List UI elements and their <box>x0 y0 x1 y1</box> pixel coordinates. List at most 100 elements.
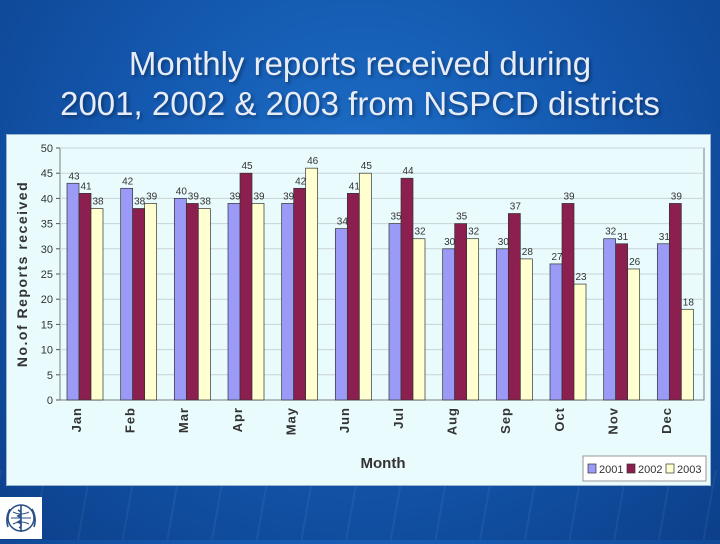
data-label-2003-Jun: 45 <box>361 161 373 172</box>
bar-2003-Jan <box>90 208 104 401</box>
data-label-2003-Dec: 18 <box>683 297 695 308</box>
data-label-2002-Dec: 39 <box>671 191 683 202</box>
bar-2002-Nov <box>615 243 629 401</box>
bar-2003-Feb <box>144 203 158 401</box>
bar-2003-Mar <box>197 208 211 401</box>
y-tick-label: 40 <box>41 193 53 205</box>
data-label-2002-Sep: 37 <box>510 202 522 213</box>
bar-2001-Oct <box>549 263 563 401</box>
x-tick-label-Jul: Jul <box>391 407 406 429</box>
bar-2003-Oct <box>573 283 587 401</box>
bar-2001-Jun <box>334 228 348 401</box>
chart-panel: 0 5 10 15 20 25 30 35 40 45 50 43 41 38 Jan 42 38 39 Feb 40… <box>6 134 711 486</box>
data-label-2001-Nov: 32 <box>605 227 617 238</box>
legend-label-2001: 2001 <box>599 464 623 476</box>
bar-2002-Jun <box>346 193 360 401</box>
legend-swatch-2001 <box>587 463 597 474</box>
slide-title-line-2: 2001, 2002 & 2003 from NSPCD districts <box>60 85 660 122</box>
y-tick-label: 0 <box>47 395 53 407</box>
data-label-2003-Apr: 39 <box>253 191 265 202</box>
data-label-2003-Aug: 32 <box>468 227 480 238</box>
bar-2002-Aug <box>454 223 468 401</box>
data-label-2002-Jun: 41 <box>349 181 361 192</box>
y-axis-title: No.of Reports received <box>14 181 30 367</box>
bar-2002-Feb <box>132 208 146 401</box>
bar-2003-Dec <box>680 308 694 401</box>
data-label-2001-Jul: 35 <box>390 212 402 223</box>
legend-swatch-2003 <box>665 463 675 474</box>
data-label-2001-May: 39 <box>283 191 295 202</box>
data-label-2001-Sep: 30 <box>498 237 510 248</box>
bar-2001-Sep <box>495 248 509 401</box>
data-label-2002-Aug: 35 <box>456 212 468 223</box>
x-tick-label-Dec: Dec <box>659 407 674 434</box>
data-label-2001-Feb: 42 <box>122 176 134 187</box>
data-label-2003-Jan: 38 <box>92 196 104 207</box>
data-label-2001-Apr: 39 <box>229 191 241 202</box>
y-tick-label: 10 <box>41 345 53 357</box>
legend-label-2003: 2003 <box>677 464 701 476</box>
data-label-2001-Jan: 43 <box>68 171 80 182</box>
y-tick-label: 25 <box>41 269 53 281</box>
data-label-2003-May: 46 <box>307 156 319 167</box>
x-tick-label-Jan: Jan <box>69 407 84 432</box>
slide-title-line-1: Monthly reports received during <box>128 45 592 82</box>
data-label-2001-Mar: 40 <box>176 186 188 197</box>
data-label-2003-Feb: 39 <box>146 191 158 202</box>
data-label-2002-Mar: 39 <box>188 191 200 202</box>
data-label-2001-Aug: 30 <box>444 237 456 248</box>
bar-2002-Dec <box>668 203 682 401</box>
bar-2003-Sep <box>519 258 533 401</box>
bar-2002-Jul <box>400 177 414 401</box>
x-tick-label-Sep: Sep <box>498 407 513 434</box>
data-label-2002-Oct: 39 <box>563 191 575 202</box>
bar-2002-Oct <box>561 203 575 401</box>
x-tick-label-Jun: Jun <box>337 407 352 433</box>
data-label-2002-Jul: 44 <box>402 166 414 177</box>
bar-2002-Sep <box>507 213 521 401</box>
who-emblem-icon <box>0 497 42 539</box>
data-label-2003-Sep: 28 <box>522 247 534 258</box>
bar-2002-May <box>293 187 307 401</box>
data-label-2002-Nov: 31 <box>617 232 629 243</box>
bar-2003-May <box>305 167 319 401</box>
data-label-2002-Feb: 38 <box>134 196 146 207</box>
y-tick-label: 30 <box>41 244 53 256</box>
legend-label-2002: 2002 <box>638 464 662 476</box>
bar-2003-Jun <box>358 172 372 401</box>
x-tick-label-Oct: Oct <box>552 407 567 432</box>
bar-2002-Jan <box>78 193 92 401</box>
data-label-2001-Jun: 34 <box>337 217 349 228</box>
bar-2001-Jul <box>388 223 402 401</box>
bar-2003-Jul <box>412 238 426 401</box>
x-tick-label-Mar: Mar <box>176 407 191 433</box>
data-label-2002-Apr: 45 <box>241 161 253 172</box>
x-tick-label-Apr: Apr <box>230 407 245 432</box>
bar-2001-Mar <box>173 198 187 401</box>
bar-2001-Apr <box>227 203 241 401</box>
x-tick-label-Feb: Feb <box>123 407 138 433</box>
y-tick-label: 15 <box>41 319 53 331</box>
data-label-2002-Jan: 41 <box>80 181 92 192</box>
data-label-2003-Nov: 26 <box>629 257 641 268</box>
bar-2003-Apr <box>251 203 265 401</box>
x-tick-label-Aug: Aug <box>445 407 460 435</box>
legend-swatch-2002 <box>626 463 636 474</box>
x-axis-title: Month <box>361 455 406 472</box>
y-tick-label: 5 <box>47 370 53 382</box>
bar-2001-Nov <box>603 238 617 401</box>
data-label-2001-Oct: 27 <box>551 252 563 263</box>
data-label-2003-Mar: 38 <box>200 196 212 207</box>
bar-2001-May <box>281 203 295 401</box>
bar-2001-Jan <box>66 182 80 401</box>
bar-2001-Feb <box>120 187 134 401</box>
x-tick-label-May: May <box>284 407 299 435</box>
y-tick-label: 45 <box>41 168 53 180</box>
bar-2002-Mar <box>185 203 199 401</box>
y-tick-label: 20 <box>41 294 53 306</box>
bar-2001-Dec <box>656 243 670 401</box>
y-tick-label: 50 <box>41 143 53 155</box>
data-label-2003-Oct: 23 <box>575 272 587 283</box>
data-label-2001-Dec: 31 <box>659 232 671 243</box>
